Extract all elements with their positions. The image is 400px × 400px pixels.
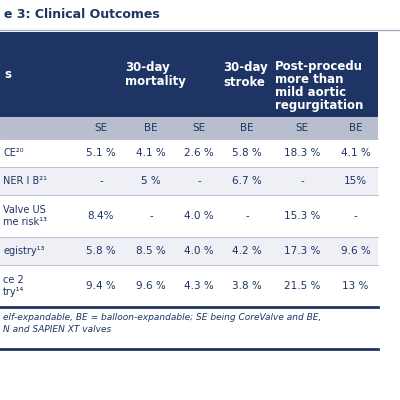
Text: 17.3 %: 17.3 % bbox=[284, 246, 320, 256]
Text: ce 2
try¹⁴: ce 2 try¹⁴ bbox=[3, 275, 24, 297]
Text: s: s bbox=[4, 68, 11, 81]
Bar bbox=[0, 265, 378, 307]
Text: Post-procedu: Post-procedu bbox=[275, 60, 363, 73]
Text: 15%: 15% bbox=[344, 176, 367, 186]
Text: SE: SE bbox=[94, 123, 108, 133]
Text: 8.5 %: 8.5 % bbox=[136, 246, 166, 256]
Text: N and SAPIEN XT valves: N and SAPIEN XT valves bbox=[3, 324, 111, 334]
Text: egistry¹³: egistry¹³ bbox=[3, 246, 44, 256]
Text: 30-day
mortality: 30-day mortality bbox=[125, 60, 186, 88]
Text: SE: SE bbox=[192, 123, 206, 133]
Bar bbox=[0, 195, 378, 237]
Text: more than: more than bbox=[275, 73, 344, 86]
Text: 5 %: 5 % bbox=[141, 176, 161, 186]
Text: 5.1 %: 5.1 % bbox=[86, 148, 116, 158]
Text: -: - bbox=[197, 176, 201, 186]
Text: 15.3 %: 15.3 % bbox=[284, 211, 320, 221]
Text: 4.1 %: 4.1 % bbox=[136, 148, 166, 158]
Bar bbox=[0, 237, 378, 265]
Text: -: - bbox=[149, 211, 153, 221]
Text: BE: BE bbox=[349, 123, 362, 133]
Text: -: - bbox=[300, 176, 304, 186]
Text: CE²⁰: CE²⁰ bbox=[3, 148, 24, 158]
Text: 6.7 %: 6.7 % bbox=[232, 176, 262, 186]
Text: 18.3 %: 18.3 % bbox=[284, 148, 320, 158]
Text: 8.4%: 8.4% bbox=[88, 211, 114, 221]
Text: 9.4 %: 9.4 % bbox=[86, 281, 116, 291]
Bar bbox=[0, 167, 378, 195]
Bar bbox=[0, 32, 378, 117]
Text: Valve US
me risk¹³: Valve US me risk¹³ bbox=[3, 205, 47, 227]
Text: regurgitation: regurgitation bbox=[275, 99, 363, 112]
Text: 4.0 %: 4.0 % bbox=[184, 211, 214, 221]
Text: 21.5 %: 21.5 % bbox=[284, 281, 320, 291]
Text: 3.8 %: 3.8 % bbox=[232, 281, 262, 291]
Bar bbox=[0, 307, 378, 349]
Text: elf-expandable, BE = balloon-expandable; SE being CoreValve and BE,: elf-expandable, BE = balloon-expandable;… bbox=[3, 312, 321, 322]
Text: -: - bbox=[354, 211, 357, 221]
Text: -: - bbox=[99, 176, 103, 186]
Text: 9.6 %: 9.6 % bbox=[136, 281, 166, 291]
Text: 5.8 %: 5.8 % bbox=[232, 148, 262, 158]
Text: NER I B²¹: NER I B²¹ bbox=[3, 176, 47, 186]
Text: 4.3 %: 4.3 % bbox=[184, 281, 214, 291]
Text: BE: BE bbox=[144, 123, 158, 133]
Text: -: - bbox=[245, 211, 249, 221]
Text: 4.1 %: 4.1 % bbox=[341, 148, 370, 158]
Text: 4.2 %: 4.2 % bbox=[232, 246, 262, 256]
Bar bbox=[0, 117, 378, 139]
Text: mild aortic: mild aortic bbox=[275, 86, 346, 99]
Text: 4.0 %: 4.0 % bbox=[184, 246, 214, 256]
Text: 9.6 %: 9.6 % bbox=[341, 246, 370, 256]
Bar bbox=[0, 139, 378, 167]
Text: BE: BE bbox=[240, 123, 254, 133]
Text: 2.6 %: 2.6 % bbox=[184, 148, 214, 158]
Text: 30-day
stroke: 30-day stroke bbox=[223, 60, 268, 88]
Text: SE: SE bbox=[296, 123, 308, 133]
Text: 5.8 %: 5.8 % bbox=[86, 246, 116, 256]
Text: e 3: Clinical Outcomes: e 3: Clinical Outcomes bbox=[4, 8, 160, 22]
Text: 13 %: 13 % bbox=[342, 281, 369, 291]
